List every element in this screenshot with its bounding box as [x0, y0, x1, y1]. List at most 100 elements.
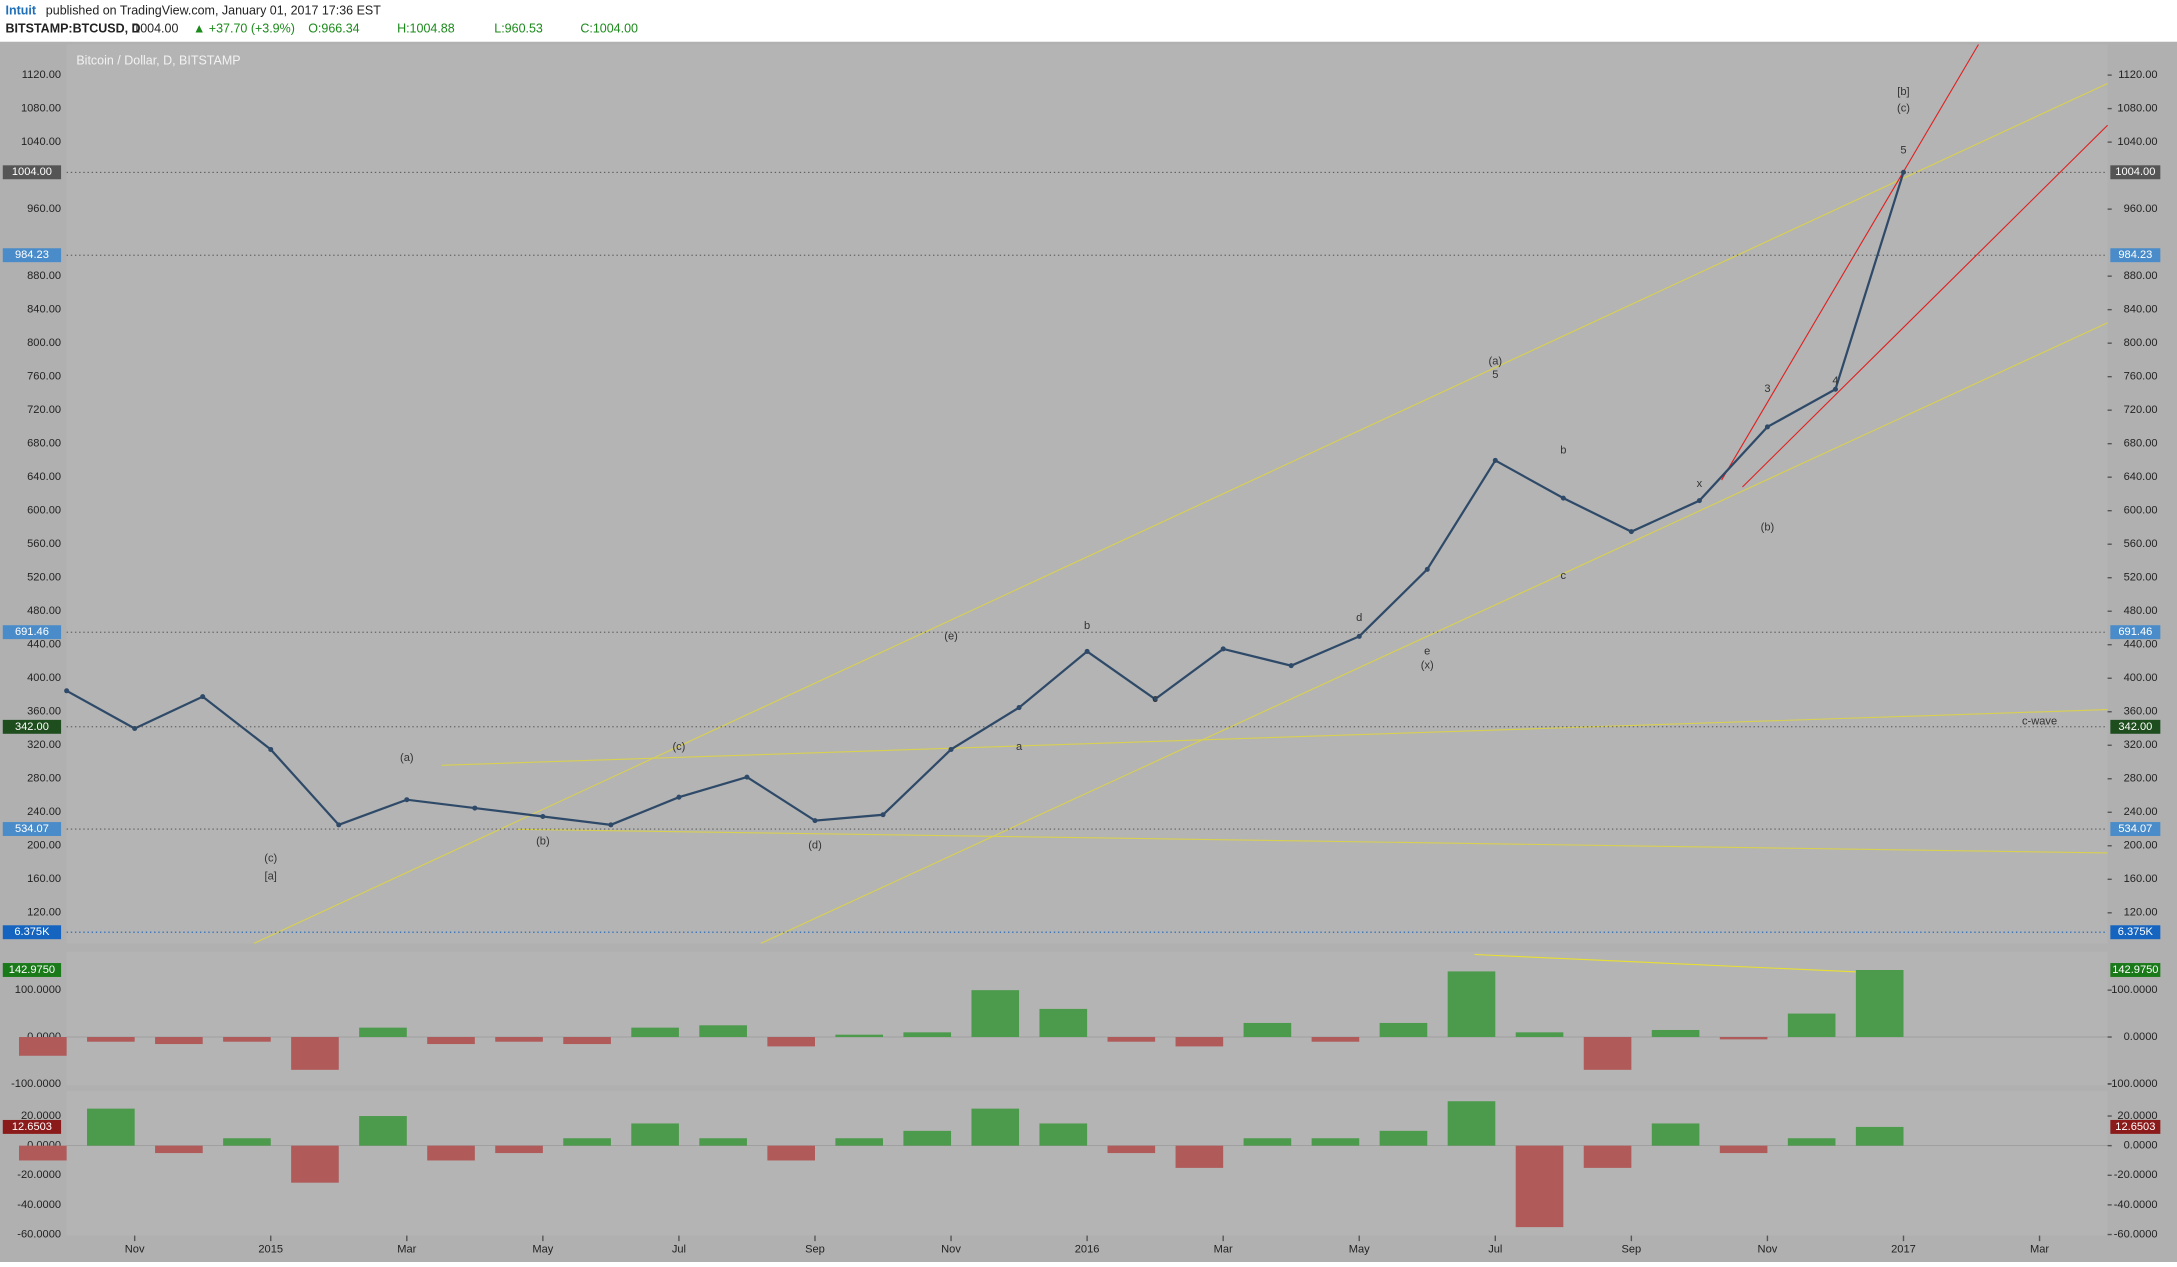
price-marker-right-box — [2110, 822, 2161, 836]
wave-label: d — [1356, 612, 1362, 624]
last-value-right: 12.6503 — [2115, 1121, 2155, 1133]
last-value-right-box — [2110, 1119, 2161, 1134]
y-tick-label: 100.0000 — [2111, 984, 2157, 996]
histogram-bar — [835, 1034, 884, 1038]
price-marker-left-box — [2, 822, 62, 836]
x-tick-label: Sep — [1621, 1243, 1641, 1255]
y-tick-label: 120.00 — [27, 907, 61, 919]
histogram-bar — [1311, 1138, 1360, 1146]
histogram-bar — [971, 1108, 1020, 1146]
histogram-bar — [1379, 1022, 1428, 1038]
price-dot — [132, 725, 138, 732]
price-line — [66, 171, 1905, 827]
histogram-bar — [495, 1145, 543, 1154]
histogram-bar — [87, 1108, 135, 1146]
x-tick-label: 2015 — [258, 1243, 283, 1255]
histogram-bar — [1107, 1145, 1156, 1154]
wave-label: b — [1560, 444, 1566, 456]
price-marker-left: 691.46 — [15, 626, 49, 638]
y-tick-label: 720.00 — [27, 404, 61, 416]
histogram-bar — [1243, 1022, 1292, 1038]
y-tick-label: 480.00 — [27, 605, 61, 617]
price-dot — [744, 774, 750, 780]
y-tick-label: 760.00 — [2124, 371, 2158, 383]
y-tick-label: -40.0000 — [17, 1199, 61, 1211]
x-tick-label: Mar — [397, 1243, 416, 1255]
price-dot — [1832, 386, 1838, 392]
y-tick-label: 360.00 — [27, 706, 61, 718]
y-tick-label: 1040.00 — [2117, 136, 2157, 148]
y-tick-label: -40.0000 — [2114, 1199, 2158, 1211]
histogram-bar — [563, 1037, 611, 1045]
y-tick-label: 480.00 — [2124, 605, 2158, 617]
wave-label: (b) — [1761, 521, 1775, 533]
histogram-bar — [1787, 1013, 1836, 1038]
y-tick-label: 20.0000 — [21, 1110, 61, 1122]
wave-label: 5 — [1900, 144, 1906, 156]
price-dot — [676, 794, 682, 800]
price-marker-left-box — [2, 625, 62, 640]
y-tick-label: 680.00 — [2124, 438, 2158, 450]
y-tick-label: 100.0000 — [15, 984, 61, 996]
price-dot — [540, 813, 546, 819]
wave-label: b — [1084, 620, 1090, 632]
y-tick-label: 400.00 — [2124, 672, 2158, 684]
last-value-right: 142.9750 — [2112, 964, 2158, 976]
y-tick-label: 600.00 — [2124, 505, 2158, 517]
y-tick-label: 840.00 — [2124, 304, 2158, 316]
y-tick-label: 720.00 — [2124, 404, 2158, 416]
histogram-bar — [359, 1116, 407, 1146]
histogram-bar — [699, 1138, 747, 1146]
wave-label: (a) — [400, 752, 414, 764]
price-dot — [1220, 646, 1226, 652]
price-marker-right: 691.46 — [2118, 626, 2152, 638]
y-tick-label: 960.00 — [2124, 203, 2158, 215]
x-tick-label: Nov — [125, 1243, 145, 1255]
wave-label: (a) — [1489, 356, 1503, 368]
histogram-bar — [1447, 1101, 1496, 1146]
trendline — [1721, 44, 1979, 481]
price-dot — [336, 822, 342, 828]
price-dot — [1764, 424, 1770, 430]
y-tick-label: 200.00 — [2124, 840, 2158, 852]
y-tick-label: 680.00 — [27, 438, 61, 450]
y-tick-label: 440.00 — [27, 639, 61, 651]
y-tick-label: 760.00 — [27, 371, 61, 383]
y-tick-label: 0.0000 — [2124, 1031, 2158, 1043]
volume-marker-left: 6.375K — [14, 926, 50, 938]
histogram-bar — [1379, 1130, 1428, 1146]
open: O:966.34 — [308, 22, 359, 36]
wave-label: (e) — [944, 630, 958, 642]
price-dot — [1424, 566, 1430, 572]
last-value-left-box — [2, 963, 62, 977]
published: published on TradingView.com, January 01… — [46, 3, 381, 17]
y-tick-label: 280.00 — [27, 773, 61, 785]
y-tick-label: 640.00 — [2124, 471, 2158, 483]
price-dot — [1356, 633, 1362, 639]
x-tick-label: May — [532, 1243, 553, 1255]
price-dot — [1492, 457, 1498, 463]
wave-label: (d) — [808, 840, 822, 852]
histogram-bar — [1719, 1145, 1768, 1154]
histogram-bar — [1175, 1037, 1224, 1047]
histogram-bar — [495, 1037, 543, 1042]
wave-label: x — [1697, 478, 1703, 490]
histogram-bar — [1651, 1029, 1700, 1038]
x-tick-label: Jul — [1488, 1243, 1502, 1255]
wave-label: (c) — [672, 741, 685, 753]
histogram-bar — [223, 1138, 271, 1146]
histogram-bar — [767, 1037, 815, 1047]
y-tick-label: 600.00 — [27, 505, 61, 517]
author[interactable]: Intuit — [6, 3, 37, 17]
histogram-bar — [1855, 1126, 1904, 1146]
price-dot — [1084, 648, 1090, 654]
wave-label: (c) — [1897, 103, 1910, 115]
price-marker-left-box — [2, 165, 62, 180]
price-marker-right-box — [2110, 625, 2161, 640]
histogram-bar — [1515, 1145, 1564, 1228]
y-tick-label: 120.00 — [2124, 907, 2158, 919]
histogram-bar — [699, 1025, 747, 1038]
trendline — [1742, 124, 2108, 488]
wave-label: e — [1424, 645, 1430, 657]
